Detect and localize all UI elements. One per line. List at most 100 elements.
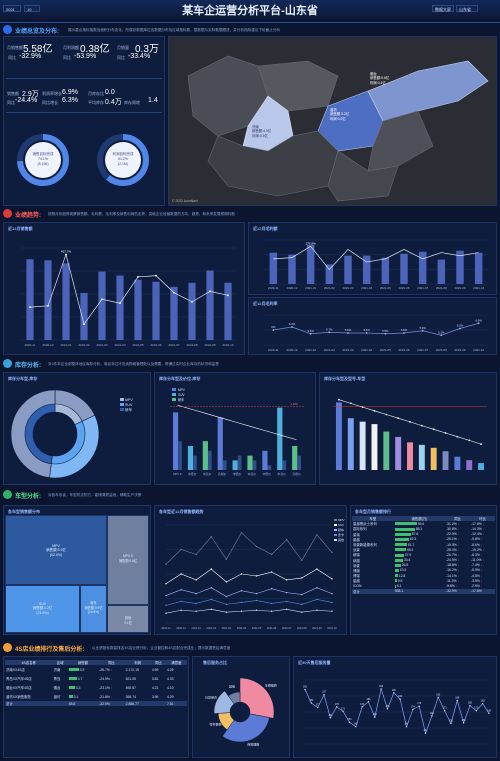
svc-value-label: 172 — [443, 707, 448, 710]
rank-mom: -14.3% ↓ — [470, 526, 485, 531]
dashboard-button[interactable]: 数据大屏 — [432, 5, 454, 12]
store-table: 4S店名称 区域 销售额 同比 利润 同比 满意度 济南XX4S店 济南 3.9 -26.7% ↓… — [5, 660, 187, 707]
svc-point — [355, 726, 357, 728]
kpi2-c-sub: 0.4万 — [105, 99, 122, 106]
svc-point — [329, 717, 332, 719]
x-tick-label: 高端价 — [218, 472, 227, 476]
store-header-cell: 同比 — [98, 660, 125, 666]
trend-left-title: 近12月销售额 — [8, 226, 33, 231]
shandong-map[interactable] — [168, 36, 497, 206]
section1-title: 业绩总览及分布: — [15, 29, 59, 35]
rank-model: 星越黑武士系列 — [353, 522, 377, 527]
series-point — [316, 609, 318, 611]
table-row[interactable]: 缤越 33.4 -24.5% ↓ -11.0% ↓ — [352, 558, 495, 563]
store-total-cell: 2,886.77 — [125, 701, 139, 706]
table-row[interactable]: 帝豪新能源系列 51.7 -19.3% ↓ -8.6% ↓ — [352, 542, 495, 548]
sales-target-donut — [17, 134, 69, 186]
kpi-profit-sub: -53.9% — [74, 53, 97, 60]
treemap-cell-car[interactable]: 轿车 销售额:0.9亿 (16.5%) — [80, 585, 107, 633]
rank-value: 12.8 — [394, 573, 445, 578]
rank-mom: -17.8% ↓ — [470, 521, 485, 526]
x-tick-label: 2021-05 — [132, 343, 143, 347]
x-tick-label: 2021-09 — [454, 348, 465, 352]
svc-slice — [222, 713, 270, 743]
table-row[interactable]: 潍坊XX销售服务 潍坊 3.1 -21.8% ↓ 398.74 3.96 4.29 — [5, 692, 187, 701]
margin-point — [309, 332, 312, 335]
growth-point — [65, 253, 67, 256]
x-tick-label: 中低价 — [263, 472, 272, 476]
svc-value-label: 168 — [487, 709, 492, 712]
table-row[interactable]: 博瑞 12.8 -14.1% ↓ -4.8% ↓ — [352, 573, 495, 579]
series-point — [255, 592, 258, 595]
svc-value-label: 154 — [347, 718, 352, 721]
series-point — [316, 568, 318, 570]
inv-bar-secondary — [252, 460, 257, 470]
table-row[interactable]: 青岛XX汽车4S店 青岛 3.7 -24.9% ↓ 821.05 3.81 4.33 — [5, 674, 187, 683]
margin-label: 5.6% — [363, 328, 370, 332]
treemap-cell-mpvs[interactable]: MPV-S 销售额:0.6亿 — [107, 515, 149, 605]
table-row[interactable]: 烟台XX汽车4S店 烟台 3.3 -23.1% ↓ 492.57 4.21 4.10 — [5, 683, 187, 692]
table-row[interactable]: 星越黑武士系列 95.4 -31.2% ↓ -17.8% ↓ — [352, 521, 495, 527]
rank-mom: -8.6% ↓ — [470, 542, 483, 547]
store-total-cell — [151, 701, 166, 706]
rank-value: 9.5 — [394, 578, 403, 583]
table-row[interactable]: 嘉际系列 88.1 -30.8% ↓ -14.3% ↓ — [352, 526, 495, 532]
model-point — [338, 398, 340, 401]
store-cell: -24.9% ↓ — [99, 676, 113, 681]
x-tick-label: 2021-10 — [473, 348, 484, 352]
treemap-title: 各车型销售额分布 — [8, 509, 40, 514]
month-select[interactable]: 10 — [24, 5, 40, 12]
svc-point — [462, 722, 465, 724]
inv-right-chart — [333, 398, 487, 470]
series-point — [225, 611, 228, 613]
series-point — [301, 559, 303, 561]
treemap-suv-label: SUV — [38, 602, 47, 606]
table-row[interactable]: 豪越 62.3 -25.1% ↓ -9.8% ↓ — [352, 537, 495, 542]
treemap-car-sub: 销售额:0.9亿 — [84, 606, 103, 610]
model-bar — [383, 431, 390, 470]
sales-bar — [188, 282, 196, 340]
profit-bar — [269, 252, 278, 284]
table-row[interactable]: 星瑞 67.6 -22.9% ↓ -12.4% ↓ — [352, 532, 495, 537]
inv-right-title: 库存分车型及型号-车型 — [324, 376, 366, 381]
sales-bar — [26, 259, 34, 340]
year-select[interactable]: 2021 — [3, 5, 21, 12]
rank-mom: -3.5% ↓ — [470, 578, 483, 583]
rank-yoy: -24.5% ↓ — [446, 558, 460, 563]
svc-value-label: 178 — [335, 703, 340, 706]
series-point — [255, 575, 258, 577]
table-row[interactable]: 济南XX4S店 济南 3.9 -26.7% ↓ 2,172.15 4.69 4.25 — [5, 665, 187, 674]
table-row[interactable]: 星越 9.5 -11.3% ↓ -3.5% ↓ — [352, 578, 495, 584]
rank-yoy: -18.6% ↓ — [446, 563, 460, 568]
svc-line — [304, 687, 490, 735]
svc-value-label: 206 — [379, 685, 384, 688]
inv-line — [177, 404, 297, 441]
treemap-cell-other[interactable]: 其他 0.1亿 — [107, 605, 149, 633]
custom-button[interactable]: 山东省 — [456, 5, 478, 12]
treemap-mpv-sub: 销售额:3.3亿 — [46, 548, 66, 552]
table-row[interactable]: ICON 6.1 -9.8% ↓ -2.9% ↓ — [352, 583, 495, 588]
series-point — [240, 601, 243, 604]
rank-mom: -4.8% ↓ — [470, 573, 483, 578]
model-point — [349, 402, 352, 405]
rank-mom: -6.3% ↓ — [470, 552, 483, 557]
treemap-cell-mpv[interactable]: MPV 销售额:3.3亿 (62.0%) — [5, 515, 107, 585]
margin-label: 6% — [271, 325, 276, 329]
trend-icon — [3, 209, 12, 218]
store-icon — [3, 643, 12, 652]
trend-left-panel — [3, 222, 245, 355]
table-row[interactable]: 帝豪 26.5 -18.6% ↓ -7.4% ↓ — [352, 563, 495, 568]
series-line — [165, 599, 333, 606]
table-row[interactable]: 远景 48.2 -28.4% ↓ -15.2% ↓ — [352, 547, 495, 553]
model-bar — [407, 442, 413, 470]
profit-bar — [306, 244, 315, 284]
treemap-cell-suv[interactable]: SUV 销售额:1.2亿 (21.5%) — [5, 585, 80, 633]
series-line — [165, 568, 333, 585]
svc-slice — [239, 677, 275, 719]
table-row[interactable]: 缤瑞 37.9 -20.7% ↓ -6.3% ↓ — [352, 552, 495, 558]
donut1-sub: (2,1M) — [117, 162, 129, 166]
table-row[interactable]: 博越 19.3 -16.2% ↓ -5.9% ↓ — [352, 568, 495, 573]
store-cell: 3.96 — [151, 694, 159, 699]
svc-pie-title: 售后服务占比 — [203, 660, 227, 665]
svc-point — [437, 696, 439, 698]
